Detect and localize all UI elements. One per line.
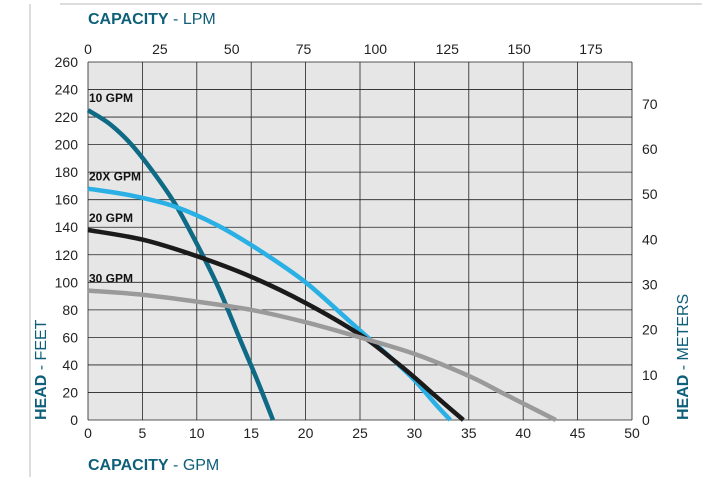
x-tick-bottom: 35 bbox=[461, 425, 477, 441]
x-tick-bottom: 25 bbox=[352, 425, 368, 441]
x-tick-top: 100 bbox=[364, 41, 388, 57]
y-tick-right: 60 bbox=[642, 141, 658, 157]
series-layer: 10 GPM 20X GPM 20 GPM 30 GPM bbox=[86, 91, 557, 423]
x-tick-bottom: 20 bbox=[298, 425, 314, 441]
y-tick-right: 10 bbox=[642, 367, 658, 383]
series-label-1: 10 GPM bbox=[89, 91, 133, 105]
series-label-3: 20 GPM bbox=[89, 211, 133, 225]
x-tick-bottom: 10 bbox=[189, 425, 205, 441]
y-tick-right: 40 bbox=[642, 231, 658, 247]
x-tick-bottom: 0 bbox=[84, 425, 92, 441]
right-axis-title-rest: - METERS bbox=[675, 294, 692, 375]
y-tick-left: 140 bbox=[55, 219, 79, 235]
y-tick-left: 160 bbox=[55, 192, 79, 208]
right-axis-title-bold: HEAD bbox=[675, 375, 692, 420]
y-tick-right: 70 bbox=[642, 96, 658, 112]
x-tick-bottom: 40 bbox=[515, 425, 531, 441]
x-tick-top: 75 bbox=[296, 41, 312, 57]
x-tick-top: 25 bbox=[152, 41, 168, 57]
left-axis-title-rest: - FEET bbox=[33, 319, 50, 374]
top-axis-title-bold: CAPACITY bbox=[88, 11, 169, 28]
tick-labels: 0 5 10 15 20 25 30 35 40 45 500 25 50 75 100 125 150 1750… bbox=[55, 41, 658, 441]
x-tick-top: 125 bbox=[436, 41, 460, 57]
y-tick-left: 120 bbox=[55, 247, 79, 263]
y-tick-right: 0 bbox=[642, 412, 650, 428]
series-line-1 bbox=[86, 108, 276, 421]
series-line-4 bbox=[87, 288, 557, 423]
y-tick-left: 180 bbox=[55, 164, 79, 180]
bottom-axis-title-rest: - GPM bbox=[169, 457, 220, 474]
x-tick-bottom: 15 bbox=[243, 425, 259, 441]
x-tick-bottom: 5 bbox=[139, 425, 147, 441]
x-tick-top: 150 bbox=[507, 41, 531, 57]
series-label-4: 30 GPM bbox=[89, 272, 133, 286]
x-tick-top: 175 bbox=[579, 41, 603, 57]
top-axis-title-rest: - LPM bbox=[169, 11, 216, 28]
y-tick-left: 60 bbox=[62, 329, 78, 345]
x-tick-bottom: 30 bbox=[407, 425, 423, 441]
left-axis-title: HEAD - FEET bbox=[33, 319, 50, 420]
y-tick-right: 50 bbox=[642, 186, 658, 202]
x-tick-top: 50 bbox=[224, 41, 240, 57]
grid bbox=[87, 61, 633, 421]
series-label-2: 20X GPM bbox=[89, 170, 141, 184]
x-tick-bottom: 45 bbox=[570, 425, 586, 441]
y-tick-right: 20 bbox=[642, 322, 658, 338]
y-tick-left: 20 bbox=[62, 384, 78, 400]
y-tick-left: 0 bbox=[70, 412, 78, 428]
y-tick-left: 80 bbox=[62, 302, 78, 318]
plot-area bbox=[29, 3, 702, 477]
y-tick-left: 220 bbox=[55, 109, 79, 125]
x-tick-top: 0 bbox=[84, 41, 92, 57]
y-tick-left: 100 bbox=[55, 274, 79, 290]
x-tick-bottom: 50 bbox=[624, 425, 640, 441]
y-tick-left: 40 bbox=[62, 357, 78, 373]
y-tick-left: 240 bbox=[55, 82, 79, 98]
top-axis-title: CAPACITY - LPM bbox=[88, 11, 216, 28]
bottom-axis-title-bold: CAPACITY bbox=[88, 457, 169, 474]
series-line-2 bbox=[87, 186, 452, 422]
right-axis-title: HEAD - METERS bbox=[675, 294, 692, 420]
y-tick-left: 260 bbox=[55, 54, 79, 70]
y-tick-right: 30 bbox=[642, 276, 658, 292]
series-line-3 bbox=[87, 227, 465, 422]
y-tick-left: 200 bbox=[55, 137, 79, 153]
bottom-axis-title: CAPACITY - GPM bbox=[88, 457, 219, 474]
left-axis-title-bold: HEAD bbox=[33, 375, 50, 420]
